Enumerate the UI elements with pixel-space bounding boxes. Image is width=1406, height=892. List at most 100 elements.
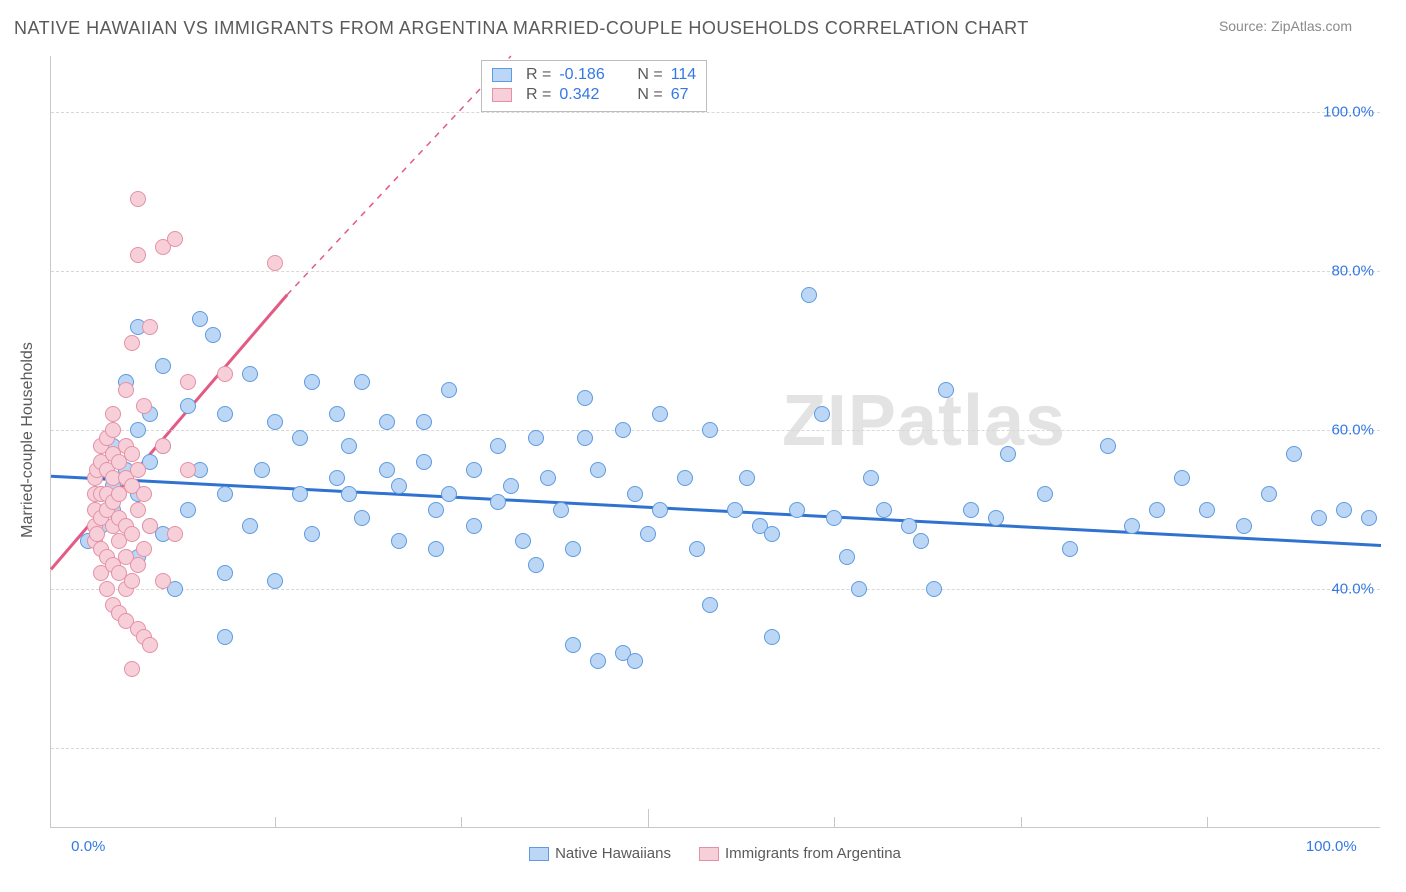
stat-R-label: R = <box>526 86 551 104</box>
data-point <box>124 446 140 462</box>
data-point <box>826 510 842 526</box>
stat-N-label: N = <box>637 86 662 104</box>
data-point <box>1062 541 1078 557</box>
chart-header: NATIVE HAWAIIAN VS IMMIGRANTS FROM ARGEN… <box>14 18 1392 48</box>
data-point <box>1149 502 1165 518</box>
data-point <box>217 486 233 502</box>
data-point <box>130 191 146 207</box>
data-point <box>130 557 146 573</box>
data-point <box>136 541 152 557</box>
gridline <box>51 112 1380 113</box>
data-point <box>677 470 693 486</box>
data-point <box>329 406 345 422</box>
data-point <box>926 581 942 597</box>
data-point <box>99 581 115 597</box>
data-point <box>124 335 140 351</box>
data-point <box>180 462 196 478</box>
data-point <box>1261 486 1277 502</box>
data-point <box>254 462 270 478</box>
data-point <box>304 374 320 390</box>
data-point <box>441 486 457 502</box>
x-tick <box>275 817 276 827</box>
x-tick <box>834 817 835 827</box>
data-point <box>466 518 482 534</box>
data-point <box>105 406 121 422</box>
data-point <box>1100 438 1116 454</box>
legend-swatch <box>699 847 719 861</box>
data-point <box>180 374 196 390</box>
data-point <box>963 502 979 518</box>
legend-swatch <box>492 88 512 102</box>
data-point <box>292 486 308 502</box>
data-point <box>428 502 444 518</box>
data-point <box>1199 502 1215 518</box>
gridline <box>51 271 1380 272</box>
data-point <box>105 422 121 438</box>
data-point <box>764 526 780 542</box>
data-point <box>267 573 283 589</box>
data-point <box>167 231 183 247</box>
y-axis-title: Married-couple Households <box>19 342 37 538</box>
data-point <box>130 247 146 263</box>
data-point <box>267 255 283 271</box>
y-tick-label: 60.0% <box>1331 422 1374 439</box>
data-point <box>130 422 146 438</box>
data-point <box>167 526 183 542</box>
data-point <box>764 629 780 645</box>
data-point <box>577 390 593 406</box>
data-point <box>640 526 656 542</box>
data-point <box>938 382 954 398</box>
data-point <box>130 502 146 518</box>
stat-N-value: 114 <box>671 66 697 84</box>
data-point <box>267 414 283 430</box>
data-point <box>839 549 855 565</box>
data-point <box>789 502 805 518</box>
data-point <box>1124 518 1140 534</box>
data-point <box>1236 518 1252 534</box>
data-point <box>428 541 444 557</box>
data-point <box>341 486 357 502</box>
data-point <box>528 557 544 573</box>
data-point <box>1037 486 1053 502</box>
data-point <box>702 597 718 613</box>
data-point <box>652 502 668 518</box>
data-point <box>354 510 370 526</box>
data-point <box>1361 510 1377 526</box>
data-point <box>142 637 158 653</box>
data-point <box>416 454 432 470</box>
data-point <box>242 366 258 382</box>
stat-R-value: 0.342 <box>559 86 619 104</box>
stat-R-value: -0.186 <box>559 66 619 84</box>
data-point <box>304 526 320 542</box>
data-point <box>118 382 134 398</box>
legend-swatch <box>492 68 512 82</box>
y-tick-label: 80.0% <box>1331 262 1374 279</box>
data-point <box>727 502 743 518</box>
data-point <box>354 374 370 390</box>
data-point <box>180 398 196 414</box>
x-tick <box>1021 817 1022 827</box>
data-point <box>590 653 606 669</box>
stats-row: R = 0.342 N = 67 <box>492 85 696 105</box>
data-point <box>416 414 432 430</box>
data-point <box>739 470 755 486</box>
data-point <box>901 518 917 534</box>
data-point <box>124 526 140 542</box>
stat-N-value: 67 <box>671 86 689 104</box>
data-point <box>341 438 357 454</box>
data-point <box>689 541 705 557</box>
scatter-plot: ZIPatlas 40.0%60.0%80.0%100.0%0.0%100.0%… <box>50 56 1380 828</box>
y-tick-label: 100.0% <box>1323 103 1374 120</box>
data-point <box>801 287 817 303</box>
data-point <box>466 462 482 478</box>
data-point <box>1174 470 1190 486</box>
data-point <box>441 382 457 398</box>
data-point <box>155 573 171 589</box>
stats-row: R = -0.186N = 114 <box>492 65 696 85</box>
data-point <box>136 486 152 502</box>
legend-label: Native Hawaiians <box>555 845 671 862</box>
data-point <box>217 366 233 382</box>
source-label: Source: <box>1219 18 1271 34</box>
data-point <box>540 470 556 486</box>
y-tick-label: 40.0% <box>1331 581 1374 598</box>
